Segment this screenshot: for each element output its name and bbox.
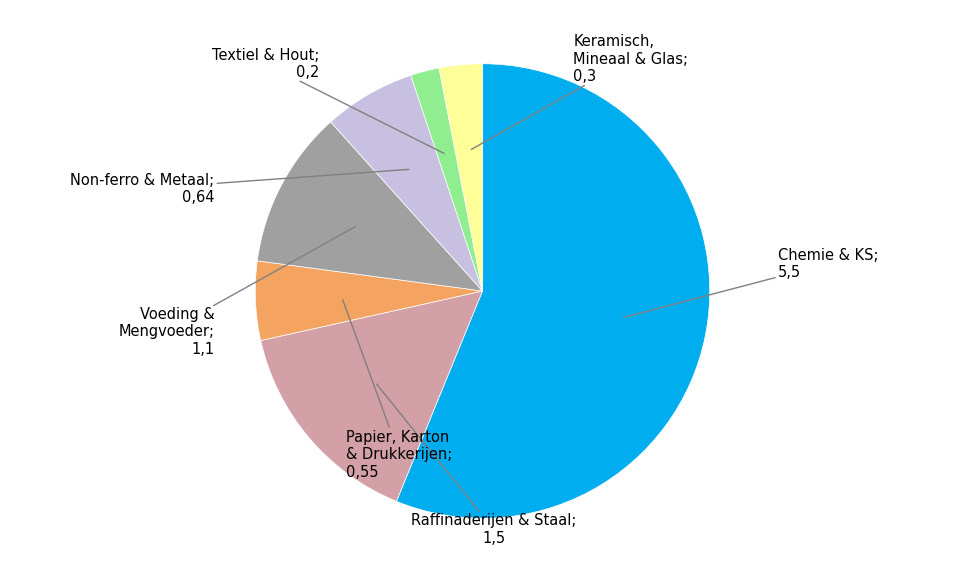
Text: Textiel & Hout;
0,2: Textiel & Hout; 0,2 xyxy=(211,48,444,154)
Wedge shape xyxy=(411,68,482,291)
Wedge shape xyxy=(439,64,482,291)
Text: Non-ferro & Metaal;
0,64: Non-ferro & Metaal; 0,64 xyxy=(70,169,409,205)
Text: Keramisch,
Mineaal & Glas;
0,3: Keramisch, Mineaal & Glas; 0,3 xyxy=(471,34,688,150)
Text: Voeding &
Mengvoeder;
1,1: Voeding & Mengvoeder; 1,1 xyxy=(119,226,355,357)
Text: Chemie & KS;
5,5: Chemie & KS; 5,5 xyxy=(623,247,878,317)
Wedge shape xyxy=(261,291,482,501)
Text: Raffinaderijen & Staal;
1,5: Raffinaderijen & Staal; 1,5 xyxy=(376,384,576,546)
Wedge shape xyxy=(331,75,482,291)
Wedge shape xyxy=(258,122,482,291)
Text: Papier, Karton
& Drukkerijen;
0,55: Papier, Karton & Drukkerijen; 0,55 xyxy=(343,300,453,480)
Wedge shape xyxy=(397,64,709,518)
Wedge shape xyxy=(256,261,482,340)
